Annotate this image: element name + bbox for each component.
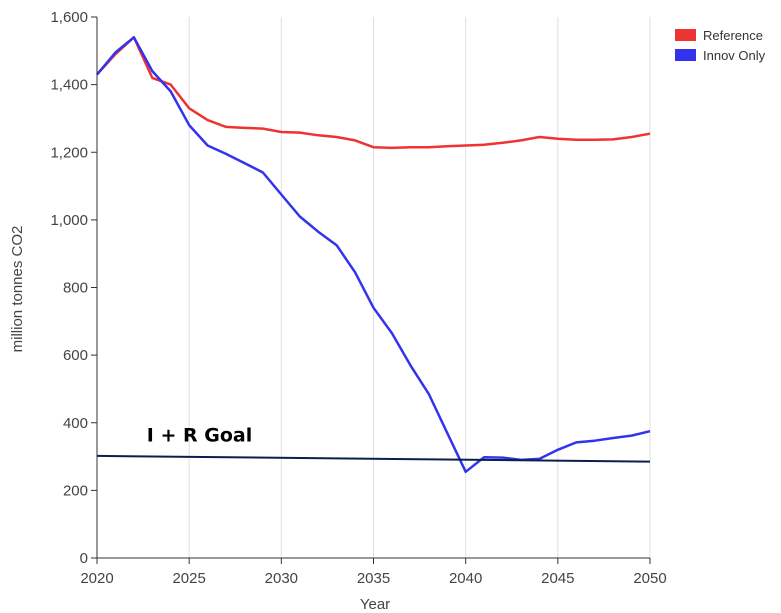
legend-label: Innov Only [703, 48, 766, 63]
y-tick-label: 0 [80, 550, 88, 567]
y-axis-title: million tonnes CO2 [9, 226, 26, 353]
legend-label: Reference [703, 28, 763, 43]
series-line-reference [96, 36, 651, 150]
y-tick-label: 1,000 [50, 212, 88, 229]
annotations: I + R Goal [96, 424, 651, 463]
y-tick-label: 1,400 [50, 77, 88, 94]
legend[interactable]: Reference Innov Only [675, 28, 766, 63]
y-tick-label: 1,600 [50, 9, 88, 26]
x-tick-label: 2040 [449, 570, 482, 587]
legend-item-reference[interactable]: Reference [675, 28, 763, 43]
legend-swatch [675, 29, 696, 41]
gridlines [188, 17, 651, 558]
tick-labels: 0 200 400 600 800 1,000 1,200 1,400 1,600 2020 202… [50, 9, 666, 587]
goal-label: I + R Goal [147, 424, 252, 446]
x-tick-label: 2030 [265, 570, 298, 587]
x-tick-label: 2020 [80, 570, 113, 587]
goal-line [96, 454, 651, 463]
y-tick-label: 600 [63, 347, 88, 364]
x-tick-label: 2045 [541, 570, 574, 587]
legend-swatch [675, 49, 696, 61]
series-line-innov-only [96, 36, 651, 474]
y-tick-label: 200 [63, 482, 88, 499]
legend-item-innov-only[interactable]: Innov Only [675, 48, 766, 63]
series-lines [96, 36, 651, 474]
y-tick-label: 1,200 [50, 144, 88, 161]
x-tick-label: 2050 [633, 570, 666, 587]
axes [91, 16, 651, 564]
x-tick-label: 2025 [172, 570, 205, 587]
x-tick-label: 2035 [357, 570, 390, 587]
y-tick-label: 800 [63, 280, 88, 297]
x-axis-title: Year [360, 596, 390, 613]
y-tick-label: 400 [63, 415, 88, 432]
